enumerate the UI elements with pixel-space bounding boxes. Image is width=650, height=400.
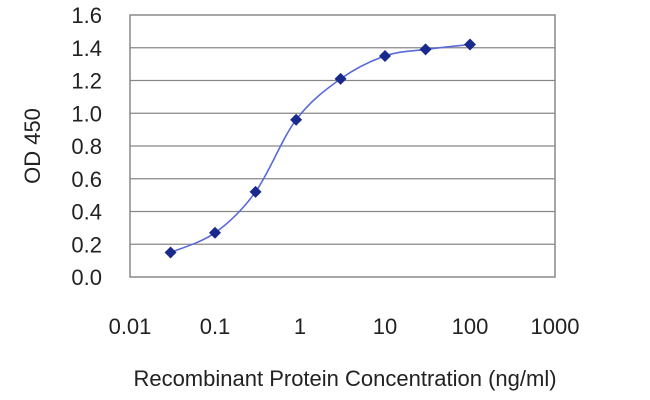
- y-tick-labels: 0.0 0.2 0.4 0.6 0.8 1.0 1.2 1.4 1.6: [71, 3, 102, 290]
- x-tick-label: 100: [452, 314, 489, 339]
- x-axis-label: Recombinant Protein Concentration (ng/ml…: [133, 366, 556, 391]
- plot-frame: [129, 14, 556, 278]
- data-point-5: [379, 49, 391, 62]
- data-point-2: [249, 185, 262, 198]
- y-tick-label: 1.0: [71, 101, 102, 126]
- x-tick-label: 1: [294, 314, 306, 339]
- y-tick-label: 0.4: [71, 200, 102, 225]
- y-tick-label: 0.8: [71, 134, 102, 159]
- y-tick-label: 0.0: [71, 265, 102, 290]
- y-tick-label: 1.2: [71, 69, 102, 94]
- x-tick-label: 10: [373, 314, 397, 339]
- data-point-1: [209, 226, 221, 239]
- data-points: [164, 38, 476, 259]
- data-point-6: [419, 43, 432, 56]
- data-point-7: [464, 38, 476, 51]
- x-tick-label: 1000: [531, 314, 580, 339]
- x-tick-label: 0.01: [109, 314, 152, 339]
- data-point-4: [334, 72, 347, 85]
- x-tick-labels: 0.01 0.1 1 10 100 1000: [109, 314, 580, 339]
- data-point-0: [164, 246, 177, 259]
- y-tick-label: 1.6: [71, 3, 102, 28]
- y-tick-label: 0.6: [71, 167, 102, 192]
- y-tick-label: 0.2: [71, 232, 102, 257]
- y-axis-label: OD 450: [20, 108, 45, 184]
- data-point-3: [290, 113, 303, 126]
- y-tick-label: 1.4: [71, 36, 102, 61]
- x-tick-label: 0.1: [200, 314, 231, 339]
